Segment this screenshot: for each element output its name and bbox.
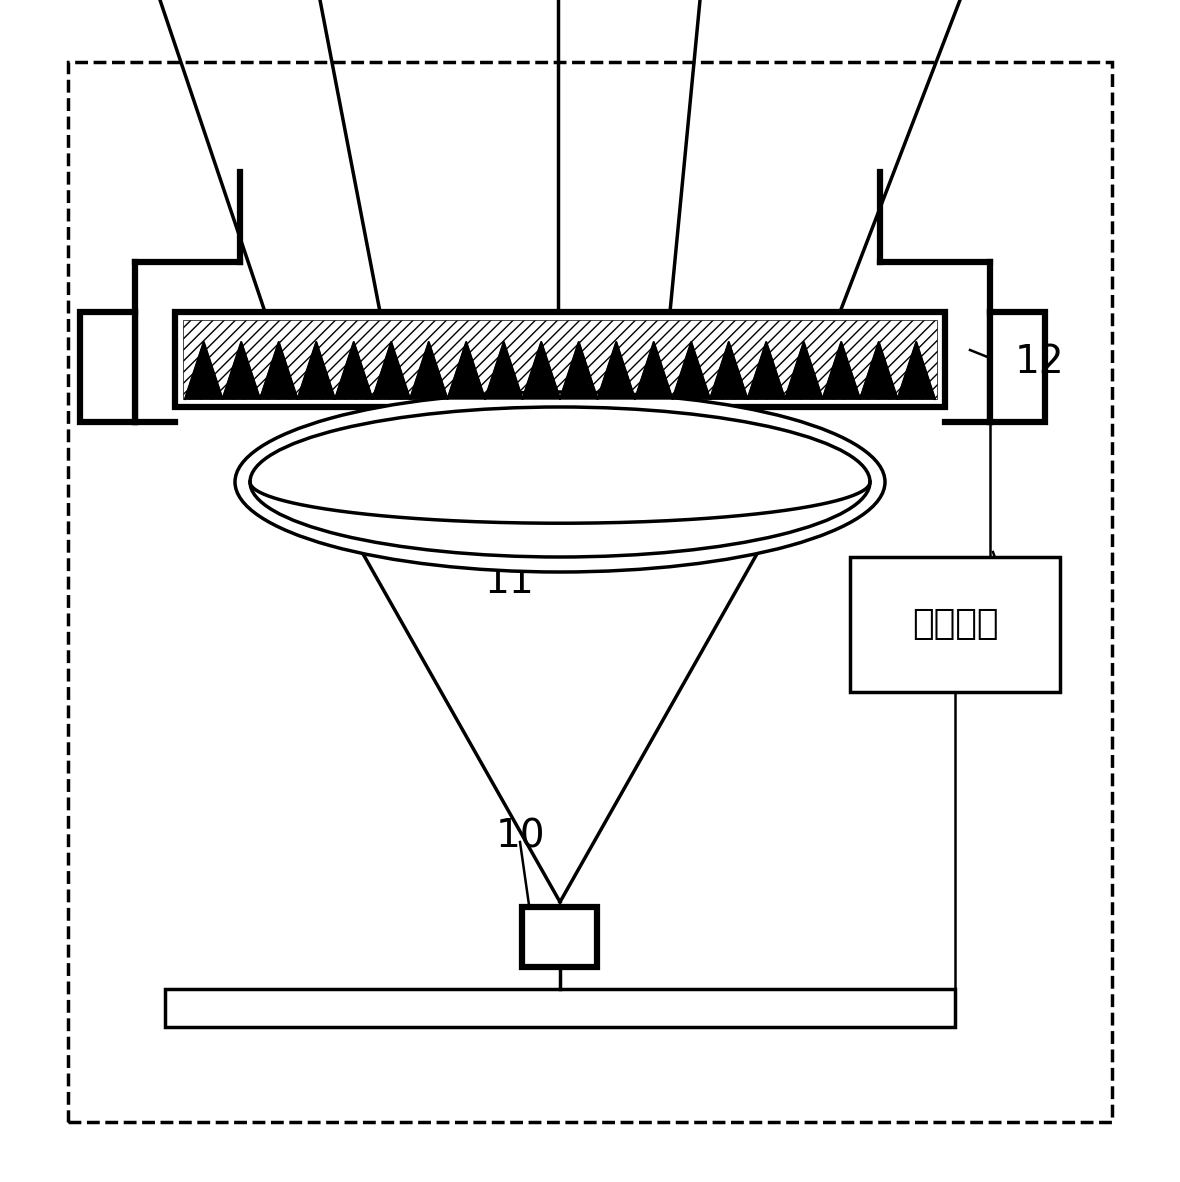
Bar — [850, 557, 1060, 691]
Text: 控制电路: 控制电路 — [912, 608, 998, 642]
Bar — [165, 989, 955, 1027]
Bar — [990, 312, 1045, 422]
Ellipse shape — [235, 392, 885, 572]
Ellipse shape — [250, 407, 870, 557]
Text: 10: 10 — [496, 818, 545, 856]
Text: 131: 131 — [603, 443, 677, 481]
Bar — [183, 320, 937, 400]
Polygon shape — [185, 342, 935, 400]
Text: 11: 11 — [485, 563, 535, 600]
Text: 132: 132 — [343, 443, 418, 481]
Bar — [80, 312, 135, 422]
Bar — [175, 312, 945, 407]
Bar — [522, 907, 597, 967]
Text: 12: 12 — [1015, 343, 1064, 381]
Text: 14: 14 — [1015, 563, 1064, 600]
Bar — [68, 61, 1112, 1122]
